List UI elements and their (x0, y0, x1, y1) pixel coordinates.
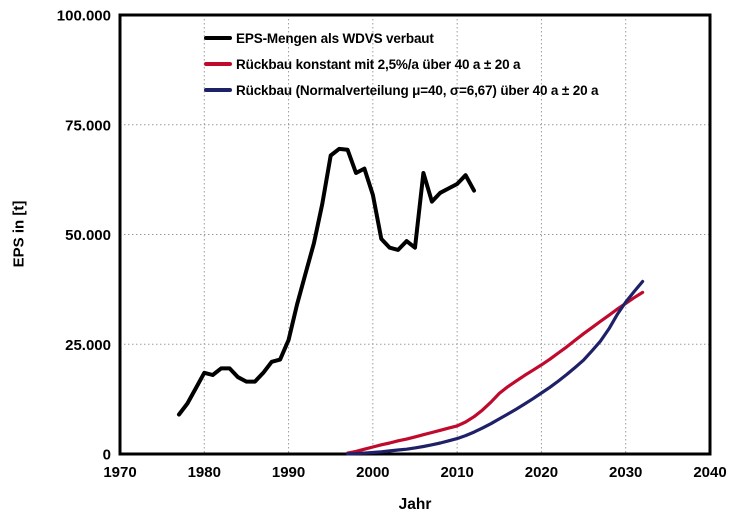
y-axis-title: EPS in [t] (10, 200, 28, 268)
legend-swatch-black-line-icon (204, 36, 232, 40)
plot-border (118, 13, 712, 456)
legend-swatch-red-line-icon (204, 62, 232, 66)
series-line-2 (346, 279, 645, 456)
legend-label-konstant: Rückbau konstant mit 2,5%/a über 40 a ± … (236, 56, 521, 72)
legend-item-normalverteilung: Rückbau (Normalverteilung μ=40, σ=6,67) … (204, 81, 599, 99)
x-tick-label: 1970 (103, 464, 136, 481)
x-tick-label: 1990 (272, 464, 305, 481)
series-line-1 (346, 290, 645, 455)
legend-item-wdvs: EPS-Mengen als WDVS verbaut (204, 29, 598, 47)
legend: EPS-Mengen als WDVS verbaut Rückbau kons… (204, 29, 599, 107)
x-tick-label: 1980 (188, 464, 221, 481)
y-tick-label: 0 (103, 447, 111, 464)
y-tick-label: 25.000 (65, 337, 111, 354)
y-tick-label: 75.000 (65, 117, 111, 134)
y-tick-label: 100.000 (57, 8, 111, 25)
x-tick-label: 2000 (356, 464, 389, 481)
x-tick-label: 2030 (609, 464, 642, 481)
y-tick-label: 50.000 (65, 227, 111, 244)
x-tick-label: 2020 (525, 464, 558, 481)
legend-label-wdvs: EPS-Mengen als WDVS verbaut (236, 30, 434, 46)
legend-swatch-blue-line-icon (204, 88, 232, 92)
x-axis-title: Jahr (398, 496, 432, 513)
legend-item-konstant: Rückbau konstant mit 2,5%/a über 40 a ± … (204, 55, 598, 73)
legend-label-normalverteilung: Rückbau (Normalverteilung μ=40, σ=6,67) … (236, 82, 599, 98)
series-line-0 (177, 146, 476, 417)
x-tick-label: 2010 (440, 464, 473, 481)
x-tick-label: 2040 (693, 464, 726, 481)
